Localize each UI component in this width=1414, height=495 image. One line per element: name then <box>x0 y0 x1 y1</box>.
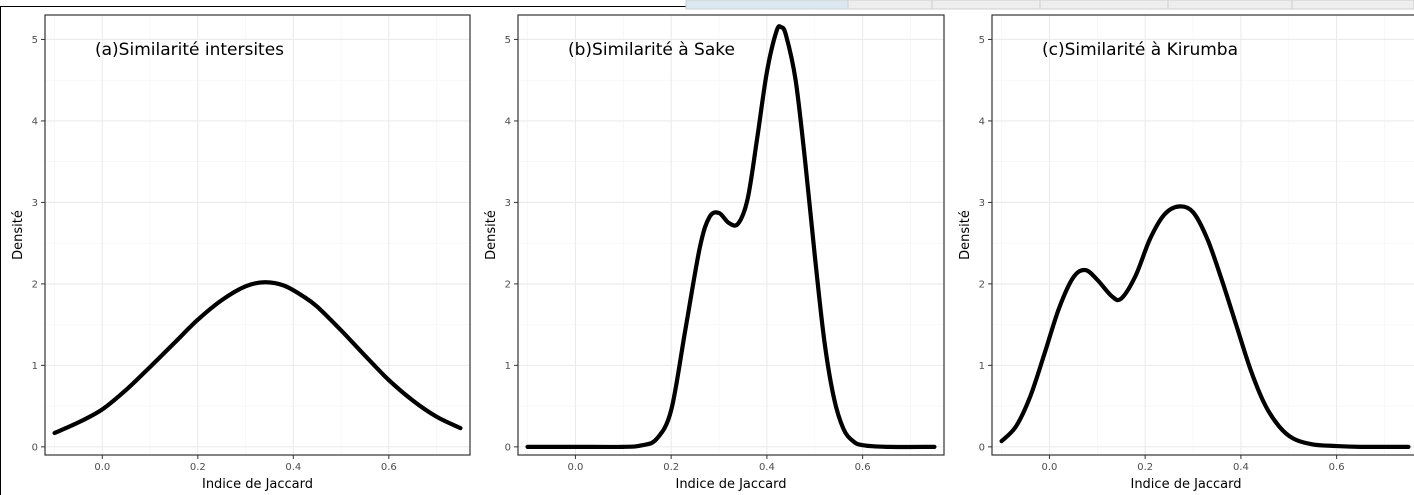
y-tick-label: 1 <box>505 361 511 372</box>
plot-area <box>518 15 944 455</box>
x-tick-label: 0.6 <box>855 462 871 473</box>
x-axis-title: Indice de Jaccard <box>1130 477 1241 492</box>
x-axis-title: Indice de Jaccard <box>202 477 313 492</box>
y-tick-label: 0 <box>32 442 38 453</box>
x-tick-label: 0.4 <box>1233 462 1249 473</box>
x-tick-label: 0.0 <box>1041 462 1057 473</box>
x-tick-label: 0.2 <box>663 462 679 473</box>
y-tick-label: 5 <box>505 35 511 46</box>
panel-border <box>517 14 945 456</box>
x-tick-label: 0.6 <box>381 462 397 473</box>
cropped-tab-strip <box>685 0 1414 10</box>
chart-panel-b: 0.0 0.2 0.4 0.6 0 1 2 3 4 5 Indice de Jaccard Densi… <box>484 14 945 492</box>
y-axis-title: Densité <box>11 210 26 260</box>
y-tick-label: 4 <box>32 116 38 127</box>
x-axis-title: Indice de Jaccard <box>675 477 786 492</box>
y-tick-label: 1 <box>979 361 985 372</box>
panel-title: (a)Similarité intersites <box>95 40 284 60</box>
y-tick-label: 0 <box>505 442 511 453</box>
x-tick-label: 0.4 <box>759 462 775 473</box>
x-tick-label: 0.2 <box>1137 462 1153 473</box>
density-line-series-0 <box>525 24 937 450</box>
y-tick-label: 2 <box>505 279 511 290</box>
y-axis-title: Densité <box>484 210 499 260</box>
panel-border <box>44 14 471 456</box>
y-tick-label: 3 <box>979 198 985 209</box>
y-tick-label: 5 <box>979 35 985 46</box>
panel-title: (b)Similarité à Sake <box>568 40 735 60</box>
y-tick-label: 4 <box>505 116 511 127</box>
panel-border <box>991 14 1414 456</box>
plot-area <box>992 15 1414 455</box>
x-tick-label: 0.4 <box>285 462 301 473</box>
y-tick-label: 0 <box>979 442 985 453</box>
y-axis-title: Densité <box>958 210 973 260</box>
plot-area <box>45 15 470 455</box>
x-tick-label: 0.2 <box>190 462 206 473</box>
density-line-series-0 <box>999 204 1411 450</box>
panel-title: (c)Similarité à Kirumba <box>1042 40 1238 60</box>
x-tick-label: 0.0 <box>567 462 583 473</box>
y-tick-label: 1 <box>32 361 38 372</box>
y-tick-label: 3 <box>32 198 38 209</box>
x-tick-label: 0.6 <box>1329 462 1345 473</box>
chart-panel-c: 0.0 0.2 0.4 0.6 0 1 2 3 4 5 Indice de Jaccard Densi… <box>958 14 1414 492</box>
chart-panels: 0.0 0.2 0.4 0.6 0 1 2 3 4 5 Indice de Jaccard Densi… <box>11 14 1414 492</box>
y-tick-label: 5 <box>32 35 38 46</box>
y-tick-label: 2 <box>32 279 38 290</box>
density-line-series-0 <box>52 280 463 436</box>
y-tick-label: 3 <box>505 198 511 209</box>
chart-panel-a: 0.0 0.2 0.4 0.6 0 1 2 3 4 5 Indice de Jaccard Densi… <box>11 14 471 492</box>
y-tick-label: 4 <box>979 116 985 127</box>
y-tick-label: 2 <box>979 279 985 290</box>
x-tick-label: 0.0 <box>94 462 110 473</box>
